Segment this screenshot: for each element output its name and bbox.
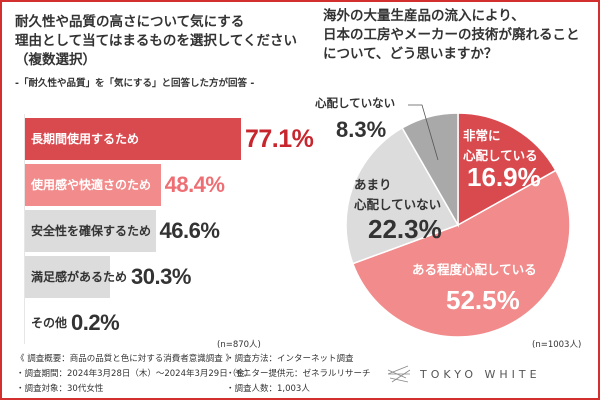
- pie-slice-very-worried: [457, 112, 557, 227]
- pie-label-somewhat-worried: ある程度心配している: [412, 262, 537, 277]
- pie-slice-not-worried: [401, 112, 459, 228]
- pie-value-not-worried: 8.3%: [336, 117, 387, 142]
- bar-value-label: 46.6%: [159, 218, 220, 243]
- bar-category-label: 使用感や快適さのため: [31, 178, 152, 192]
- bar-value-label: 77.1%: [245, 125, 314, 153]
- pie-label-not-very-worried-line-2: 心配していない: [354, 197, 442, 212]
- bar-category-label: その他: [31, 316, 68, 330]
- pie-title-line-2: 日本の工房やメーカーの技術が廃れること: [323, 27, 580, 43]
- pie-value-somewhat-worried: 52.5%: [446, 285, 520, 315]
- bar-axis-line: [24, 114, 25, 344]
- footer-survey-overview: 《 調査概要：商品の品質と色に対する消費者意識調査 》: [16, 354, 234, 364]
- bar-value-label: 30.3%: [131, 264, 191, 289]
- footer-monitor-provider: ・モニター提供元：ゼネラルリサーチ: [226, 369, 371, 379]
- bar-value-label: 48.4%: [164, 172, 225, 197]
- pie-value-not-very-worried: 22.3%: [368, 214, 442, 244]
- pie-value-very-worried: 16.9%: [467, 162, 541, 192]
- pie-label-not-worried: 心配していない: [315, 96, 396, 110]
- pie-label-very-worried: 非常に 心配している: [463, 126, 538, 166]
- footer-respondent-count: ・調査人数：1,003人: [226, 384, 310, 394]
- pie-label-not-very-worried: あまり 心配していない: [354, 175, 441, 215]
- bar-3: [25, 210, 156, 252]
- pie-sample-size: (n=1003人): [532, 340, 582, 350]
- pie-label-very-worried-line-2: 心配している: [463, 148, 538, 163]
- bar-1: [25, 118, 241, 160]
- bar-4: [25, 256, 110, 298]
- pie-label-very-worried-line-1: 非常に: [463, 128, 501, 143]
- footer-survey-method: ・調査方法：インターネット調査: [226, 354, 354, 364]
- bar-value-label: 0.2%: [71, 310, 120, 335]
- bar-category-label: 長期間使用するため: [31, 132, 140, 146]
- footer-survey-info-left: 《 調査概要：商品の品質と色に対する消費者意識調査 》 ・調査期間：2024年3…: [16, 352, 253, 397]
- bar-title-line-3: （複数選択）: [15, 52, 96, 68]
- bar-title-line-1: 耐久性や品質の高さについて気にする: [15, 14, 245, 30]
- bar-chart-title: 耐久性や品質の高さについて気にする 理由として当てはまるものを選択してください …: [15, 13, 297, 70]
- pie-title-line-3: について、どう思いますか？: [323, 46, 498, 62]
- bar-chart: 長期間使用するため 77.1% 使用感や快適さのため 48.4% 安全性を確保するため 4…: [2, 2, 314, 347]
- footer-survey-info-right: ・調査方法：インターネット調査 ・モニター提供元：ゼネラルリサーチ ・調査人数：…: [226, 352, 371, 397]
- tokyo-white-logo-text: TOKYO WHITE: [420, 368, 541, 381]
- bar-2: [25, 164, 161, 206]
- bar-5: [25, 302, 26, 344]
- bar-category-label: 満足感があるため: [31, 270, 128, 284]
- bar-chart-subtitle: -「耐久性や品質」を「気にする」と回答した方が回答 -: [15, 78, 255, 89]
- bar-category-label: 安全性を確保するため: [31, 224, 152, 238]
- pie-slice-somewhat-worried: [351, 169, 571, 338]
- pie-chart-title: 海外の大量生産品の流入により、 日本の工房やメーカーの技術が廃れること について…: [323, 7, 580, 64]
- pie-title-line-1: 海外の大量生産品の流入により、: [323, 8, 525, 24]
- bar-sample-size: (n=870人): [217, 340, 261, 350]
- pie-leader-line: [408, 104, 439, 161]
- pie-slice-not-very-worried: [345, 126, 460, 265]
- pie-label-not-very-worried-line-1: あまり: [354, 177, 392, 192]
- footer-survey-period: ・調査期間：2024年3月28日（木）〜2024年3月29日（金）: [16, 369, 254, 379]
- footer-survey-target: ・調査対象：30代女性: [16, 384, 104, 394]
- tokyo-white-logo-icon: [386, 362, 412, 386]
- bar-title-line-2: 理由として当てはまるものを選択してください: [15, 33, 298, 49]
